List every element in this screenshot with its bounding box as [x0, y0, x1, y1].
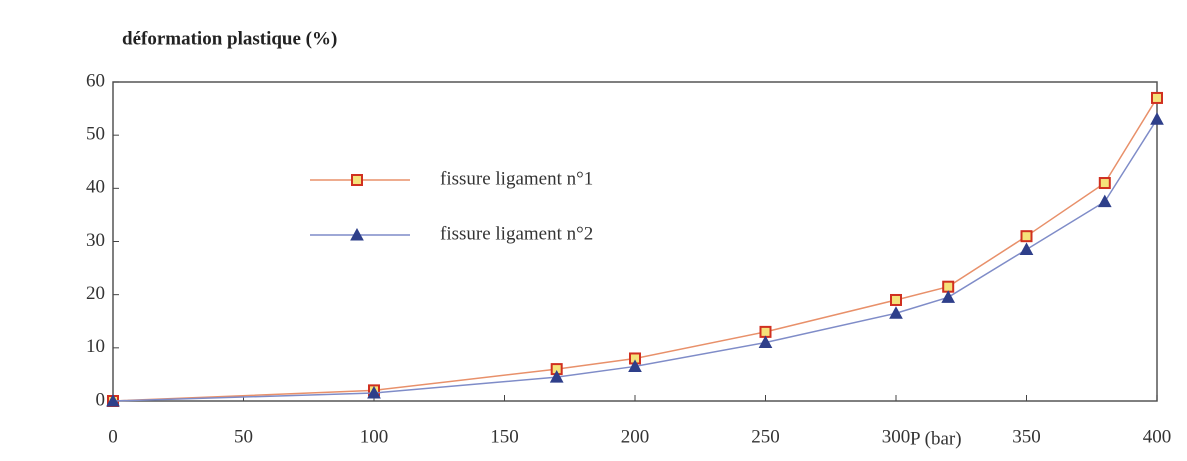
marker	[549, 370, 564, 383]
chart-title: déformation plastique (%)	[122, 28, 337, 49]
legend-label: fissure ligament n°2	[440, 223, 593, 244]
marker	[106, 393, 120, 407]
x-tick-label: 150	[490, 426, 519, 447]
marker	[942, 280, 955, 293]
x-tick-label: 200	[621, 426, 650, 447]
marker	[1097, 194, 1112, 208]
x-axis-label: P (bar)	[910, 428, 962, 449]
y-tick-label: 60	[86, 70, 105, 91]
x-tick-label: 400	[1143, 426, 1172, 447]
marker	[367, 385, 381, 399]
y-tick-label: 40	[86, 177, 105, 198]
y-tick-label: 20	[86, 283, 105, 304]
x-tick-label: 250	[751, 426, 780, 447]
legend-label: fissure ligament n°1	[440, 168, 593, 189]
marker	[889, 306, 903, 319]
y-tick-label: 50	[86, 124, 105, 145]
y-tick-label: 10	[86, 336, 105, 357]
x-tick-label: 350	[1012, 426, 1041, 447]
legend-marker	[350, 227, 364, 241]
y-tick-label: 0	[96, 389, 106, 410]
series-line	[112, 118, 1158, 402]
marker	[1098, 177, 1111, 190]
marker	[941, 290, 956, 303]
x-tick-label: 0	[108, 426, 118, 447]
marker	[1150, 112, 1164, 125]
marker	[628, 359, 642, 372]
marker	[1020, 230, 1033, 243]
marker	[1151, 91, 1163, 104]
marker	[1019, 242, 1034, 255]
x-tick-label: 50	[234, 426, 253, 447]
x-tick-label: 300	[882, 426, 911, 447]
marker	[759, 325, 772, 338]
y-tick-label: 30	[86, 230, 105, 251]
x-tick-label: 100	[360, 426, 389, 447]
marker	[758, 335, 773, 349]
legend-marker	[351, 174, 363, 186]
series-line	[112, 97, 1158, 402]
marker	[890, 293, 902, 306]
